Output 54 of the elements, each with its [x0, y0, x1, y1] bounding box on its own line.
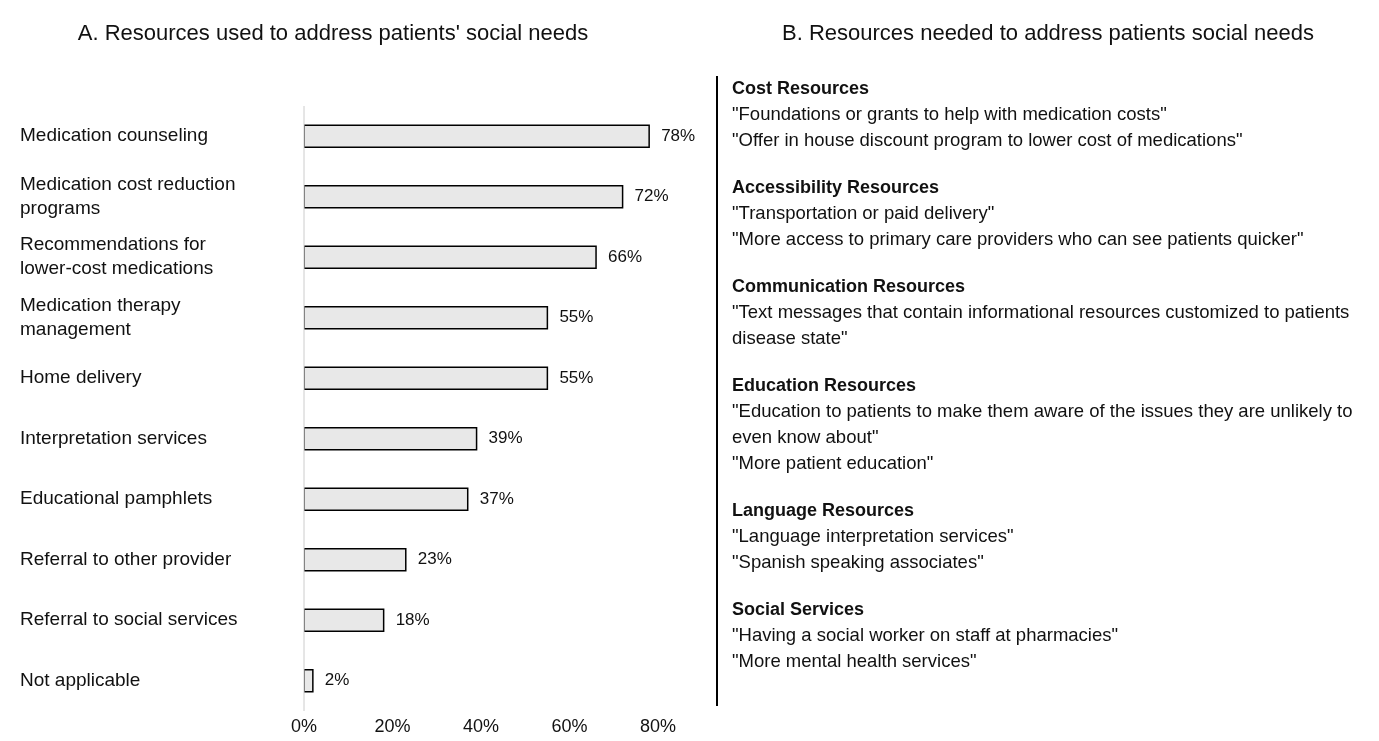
y-tick-label: Interpretation services — [20, 426, 207, 448]
y-tick-label: Referral to social services — [20, 608, 238, 630]
x-tick-label: 40% — [462, 715, 500, 736]
x-tick-label: 20% — [374, 715, 411, 736]
data-label: 37% — [479, 488, 514, 508]
x-tick-label: 0% — [290, 715, 318, 736]
bar — [304, 185, 624, 209]
bar — [304, 608, 385, 633]
bar — [304, 427, 478, 451]
text: "More patient education" — [732, 451, 935, 475]
text: "Text messages that contain informational resources customized to patients disease state" — [732, 300, 1351, 350]
text: "Education to patients to make them aware of the issues they are unlikely to even know about" — [732, 399, 1354, 449]
text: "Transportation or paid delivery" — [732, 201, 996, 225]
y-tick-label: Educational pamphlets — [20, 487, 213, 509]
chart-title: A. Resources used to address patients' social needs — [76, 20, 590, 46]
text: "Offer in house discount program to lower cost of medications" — [732, 128, 1244, 152]
data-label: 72% — [634, 186, 669, 206]
bar — [304, 245, 597, 270]
data-label: 55% — [559, 367, 594, 387]
data-label: 55% — [559, 307, 594, 327]
y-tick-label: Recommendations for lower-cost medications — [20, 233, 214, 279]
data-label: 2% — [324, 670, 350, 690]
text: Education Resources — [732, 374, 918, 397]
data-label: 66% — [608, 246, 643, 266]
text: "Foundations or grants to help with medication costs" — [732, 102, 1168, 126]
text: "Having a social worker on staff at pharmacies" — [732, 623, 1120, 647]
text: Social Services — [732, 598, 866, 621]
y-tick-label: Not applicable — [20, 668, 141, 690]
y-tick-label: Medication therapy management — [20, 293, 182, 339]
bar — [304, 669, 314, 693]
data-label: 23% — [417, 549, 452, 569]
text: "More mental health services" — [732, 649, 978, 673]
x-tick-label: 80% — [639, 715, 677, 736]
x-tick-label: 60% — [551, 715, 588, 736]
text: Cost Resources — [732, 77, 871, 100]
y-tick-label: Home delivery — [20, 366, 142, 388]
text: "Language interpretation services" — [732, 524, 1015, 548]
bar — [304, 124, 650, 149]
data-label: 39% — [488, 428, 523, 448]
bar — [304, 487, 469, 512]
bar — [304, 366, 549, 391]
y-tick-label: Referral to other provider — [20, 547, 232, 569]
text: Communication Resources — [732, 275, 967, 298]
bar — [304, 306, 549, 330]
text: "More access to primary care providers who can see patients quicker" — [732, 227, 1305, 251]
y-tick-label: Medication counseling — [20, 124, 209, 146]
text: Language Resources — [732, 499, 916, 522]
y-tick-label: Medication cost reduction programs — [20, 172, 236, 218]
text: B. Resources needed to address patients social needs — [781, 20, 1315, 46]
bar — [304, 548, 407, 572]
data-label: 78% — [661, 125, 696, 145]
text: Accessibility Resources — [732, 176, 941, 199]
data-label: 18% — [395, 609, 430, 629]
text: "Spanish speaking associates" — [732, 550, 985, 574]
